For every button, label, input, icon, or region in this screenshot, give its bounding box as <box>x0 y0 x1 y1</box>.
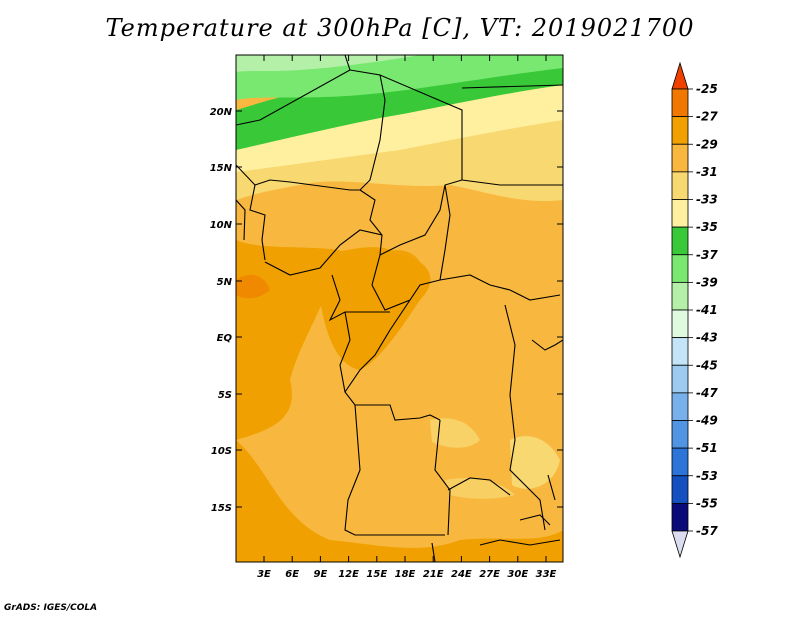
colorbar-label: -47 <box>696 386 718 400</box>
lon-label: 24E <box>451 569 472 580</box>
colorbar-segment <box>671 420 689 449</box>
colorbar-label: -39 <box>696 275 718 289</box>
colorbar-segment <box>671 337 689 366</box>
lat-label: 5N <box>217 277 233 288</box>
colorbar-label: -25 <box>696 82 718 96</box>
lat-label: 15N <box>210 163 233 174</box>
lon-label: 3E <box>257 569 271 580</box>
lat-label: 10S <box>211 446 232 457</box>
map-title: Temperature at 300hPa [C], VT: 201902170… <box>105 14 695 42</box>
country-borders <box>236 55 563 562</box>
colorbar-segment <box>671 199 689 228</box>
colorbar-label: -45 <box>696 358 718 372</box>
colorbar-segment <box>671 171 689 200</box>
colorbar-label: -27 <box>696 110 718 124</box>
colorbar-segment <box>671 281 689 311</box>
colorbar-segment <box>671 475 689 504</box>
grads-credit: GrADS: IGES/COLA <box>4 603 98 613</box>
colorbar-label: -29 <box>696 137 718 151</box>
colorbar-label: -41 <box>696 303 718 317</box>
lat-label: 10N <box>210 220 233 231</box>
field-east-yellow <box>510 436 560 489</box>
colorbar-label: -55 <box>696 496 718 510</box>
lat-label: 20N <box>210 107 233 118</box>
colorbar: -25 -27 -29 -31 -33 -35 -37 -39 -41 -43 -45 -47 -49 -… <box>671 61 718 559</box>
temperature-field <box>236 55 563 562</box>
map-frame <box>235 54 564 563</box>
lon-label: 12E <box>338 569 359 580</box>
colorbar-label: -31 <box>696 165 718 179</box>
colorbar-label: -33 <box>696 193 718 207</box>
lon-label: 21E <box>423 569 444 580</box>
colorbar-segment <box>671 254 689 283</box>
lat-label: EQ <box>217 333 233 344</box>
lat-label: 5S <box>218 390 232 401</box>
longitude-axis: 3E 6E 9E 12E 15E 18E 21E 24E 27E 30E 33E <box>257 55 557 580</box>
lon-label: 27E <box>479 569 500 580</box>
colorbar-segment <box>671 116 689 145</box>
colorbar-top-arrow <box>671 61 689 90</box>
lon-label: 18E <box>395 569 416 580</box>
colorbar-label: -37 <box>696 248 718 262</box>
field-north-palegreen <box>236 55 420 72</box>
colorbar-label: -57 <box>696 524 718 538</box>
lon-label: 33E <box>536 569 557 580</box>
lon-label: 9E <box>314 569 328 580</box>
latitude-axis: 20N 15N 10N 5N EQ 5S 10S 15S <box>210 107 563 514</box>
colorbar-label: -51 <box>696 441 718 455</box>
colorbar-segment <box>671 392 689 421</box>
lon-label: 30E <box>507 569 528 580</box>
lon-label: 6E <box>285 569 299 580</box>
field-south-orange <box>236 440 563 562</box>
colorbar-segment <box>671 364 689 394</box>
colorbar-segment <box>671 447 689 477</box>
colorbar-bottom-arrow <box>671 530 689 559</box>
colorbar-label: -43 <box>696 331 718 345</box>
colorbar-segment <box>671 143 689 173</box>
lon-label: 15E <box>366 569 387 580</box>
colorbar-segment <box>671 309 689 339</box>
colorbar-segment <box>671 88 689 118</box>
colorbar-label: -53 <box>696 469 718 483</box>
colorbar-segment <box>671 502 689 532</box>
colorbar-segment <box>671 226 689 256</box>
colorbar-label: -35 <box>696 220 718 234</box>
colorbar-label: -49 <box>696 414 718 428</box>
lat-label: 15S <box>211 503 232 514</box>
